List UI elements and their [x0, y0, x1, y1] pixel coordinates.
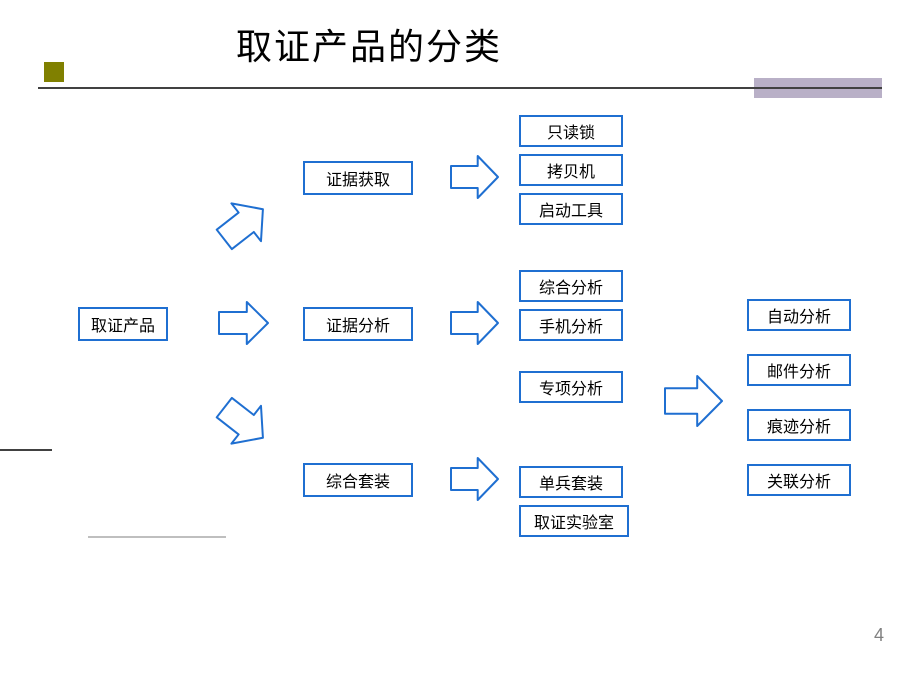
slide: 取证产品的分类 取证产品 证据获取证据分析综合套装 只读锁拷贝机启动工具综合分析手机…: [0, 0, 920, 690]
flow-box-a3: 启动工具: [519, 193, 623, 225]
arrow-ar_m3: [448, 454, 502, 504]
page-number: 4: [874, 625, 884, 646]
flow-box-d2: 邮件分析: [747, 354, 851, 386]
flow-box-d1: 自动分析: [747, 299, 851, 331]
horizontal-rule: [38, 87, 882, 89]
flow-box-c1: 单兵套装: [519, 466, 623, 498]
flow-box-m1: 证据获取: [303, 161, 413, 195]
arrow-ar_d: [662, 372, 726, 430]
arrow-ar_m1: [448, 152, 502, 202]
flow-box-a1: 只读锁: [519, 115, 623, 147]
flow-box-m2: 证据分析: [303, 307, 413, 341]
flow-box-d3: 痕迹分析: [747, 409, 851, 441]
flow-box-root: 取证产品: [78, 307, 168, 341]
flow-box-m3: 综合套装: [303, 463, 413, 497]
panel-inner-rule: [88, 536, 226, 538]
flow-box-b3: 专项分析: [519, 371, 623, 403]
flow-box-b1: 综合分析: [519, 270, 623, 302]
flow-box-a2: 拷贝机: [519, 154, 623, 186]
title-bullet: [44, 62, 64, 82]
arrow-ar_mid: [216, 298, 272, 348]
flow-box-b2: 手机分析: [519, 309, 623, 341]
horizontal-rule-left: [0, 449, 52, 451]
arrow-ar_m2: [448, 298, 502, 348]
flow-box-c2: 取证实验室: [519, 505, 629, 537]
slide-title: 取证产品的分类: [236, 18, 502, 70]
flow-box-d4: 关联分析: [747, 464, 851, 496]
